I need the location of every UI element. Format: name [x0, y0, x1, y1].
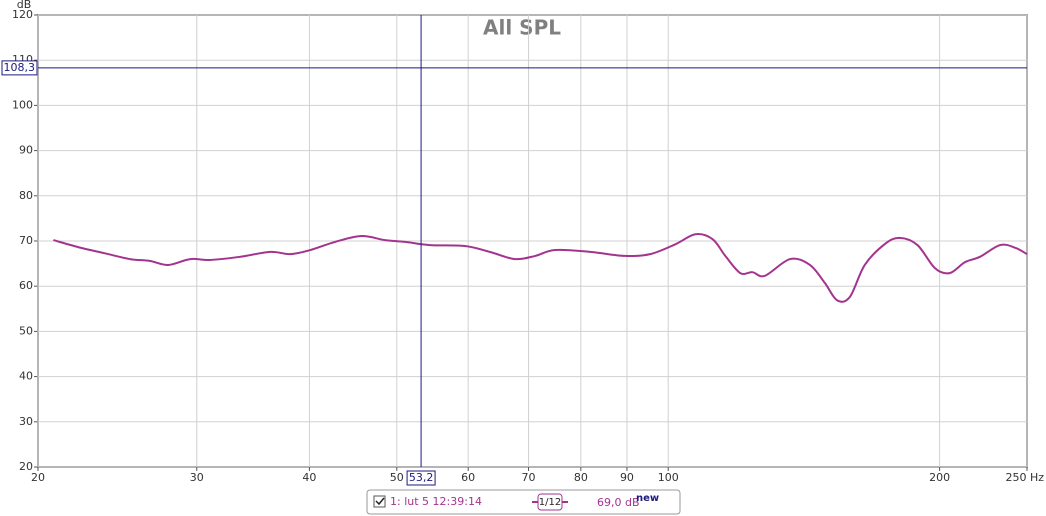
chart-title: All SPL: [483, 16, 561, 40]
cursor-y-box: [1, 60, 38, 76]
x-tick-label: 250 Hz: [1005, 471, 1044, 484]
legend: 1: lut 5 12:39:14 1/12 69,0 dB new: [366, 489, 681, 515]
y-tick-label: 80: [19, 189, 33, 202]
cursor-x-label: 53,2: [409, 471, 434, 484]
readout: 69,0 dB: [597, 496, 640, 509]
y-tick-label: 20: [19, 460, 33, 473]
x-tick-label: 30: [190, 471, 204, 484]
legend-entry[interactable]: 1: lut 5 12:39:14: [390, 495, 482, 508]
x-tick-label: 70: [522, 471, 536, 484]
data-line: [53, 233, 1028, 303]
x-tick-label: 200: [929, 471, 950, 484]
x-tick-label: 20: [31, 471, 45, 484]
x-tick-label: 100: [658, 471, 679, 484]
x-tick-label: 40: [302, 471, 316, 484]
y-tick-label: 70: [19, 234, 33, 247]
smoothing-box[interactable]: [537, 493, 563, 511]
y-tick-label: 120: [12, 8, 33, 21]
x-tick-label: 50: [390, 471, 404, 484]
y-tick-label: 60: [19, 279, 33, 292]
y-tick-label: 100: [12, 98, 33, 111]
y-tick-label: 40: [19, 370, 33, 383]
y-tick-label: 90: [19, 144, 33, 157]
legend-box: [366, 489, 681, 515]
x-tick-label: 60: [461, 471, 475, 484]
x-tick-label: 90: [620, 471, 634, 484]
cursor-x-box: [406, 470, 436, 486]
y-axis-label: dB: [17, 0, 32, 11]
y-tick-label: 50: [19, 324, 33, 337]
cursor-y-label: 108,3: [4, 61, 36, 74]
smoothing: 1/12: [539, 497, 561, 508]
legend-checkbox[interactable]: [373, 495, 386, 508]
badge: new: [636, 493, 659, 504]
x-tick-label: 80: [574, 471, 588, 484]
checkmark: [375, 497, 385, 506]
y-tick-label: 30: [19, 415, 33, 428]
